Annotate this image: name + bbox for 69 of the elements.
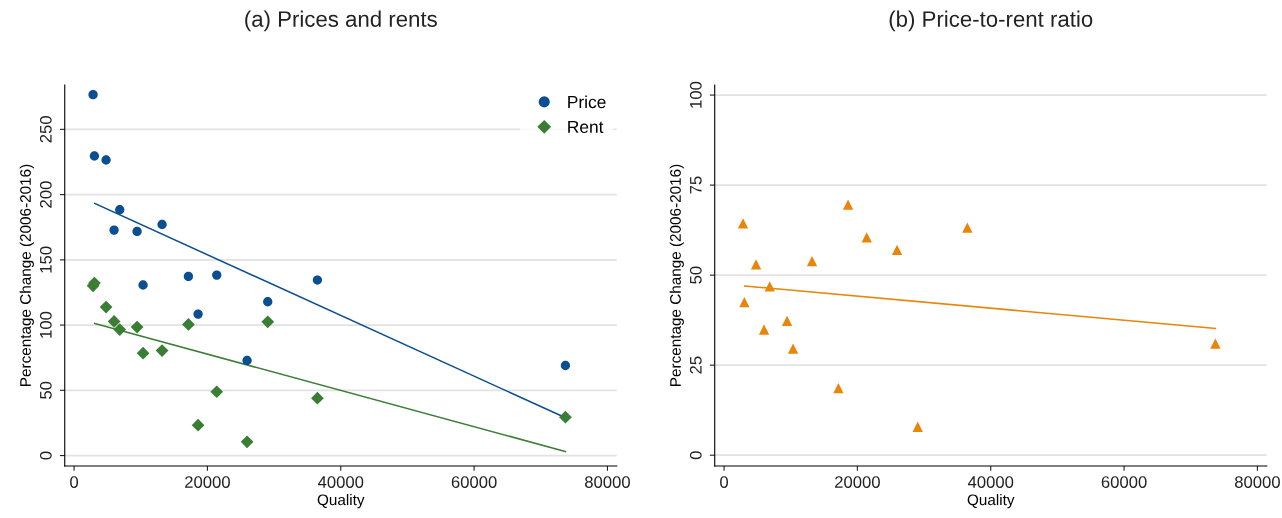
x-tick-label: 40000 <box>317 476 364 488</box>
point <box>312 275 323 285</box>
point <box>182 318 195 331</box>
point <box>787 343 799 354</box>
point <box>191 418 205 432</box>
point <box>912 421 923 432</box>
point <box>833 383 844 394</box>
y-tick-label: 50 <box>689 266 702 284</box>
point <box>88 90 98 100</box>
point <box>1210 338 1221 349</box>
x-tick-label: 60000 <box>1101 476 1147 488</box>
y-axis-title: Percentage Change (2006-2016) <box>669 164 684 386</box>
point <box>210 385 224 399</box>
y-tick-label: 0 <box>39 451 52 460</box>
point <box>806 255 818 267</box>
point <box>781 315 793 327</box>
y-tick-label: 75 <box>690 176 702 194</box>
point <box>130 320 144 334</box>
x-axis-title: Quality <box>317 494 365 509</box>
y-tick-label: 25 <box>689 356 702 374</box>
point <box>107 315 121 328</box>
point <box>737 218 749 229</box>
point <box>758 324 770 335</box>
point <box>99 300 113 314</box>
chart-title: (a) Prices and rents <box>245 10 437 32</box>
point <box>560 360 571 371</box>
point <box>193 309 203 319</box>
x-tick-label: 60000 <box>451 476 497 488</box>
point <box>212 270 222 280</box>
chart-title: (b) Price-to-rent ratio <box>889 10 1093 32</box>
point <box>750 259 762 270</box>
point <box>240 435 254 449</box>
point <box>891 244 903 256</box>
point <box>132 226 142 237</box>
point <box>109 225 119 235</box>
point <box>261 315 275 329</box>
y-tick-label: 0 <box>689 451 702 460</box>
x-axis-title: Quality <box>967 494 1015 509</box>
x-tick-label: 80000 <box>1234 476 1280 488</box>
point <box>263 297 273 307</box>
point <box>739 297 750 308</box>
y-tick-label: 150 <box>39 246 52 273</box>
x-tick-label: 80000 <box>584 476 630 488</box>
x-tick-label: 0 <box>70 476 79 488</box>
y-axis-title: Percentage Change (2006-2016) <box>19 164 34 386</box>
y-tick-label: 250 <box>39 116 52 143</box>
y-tick-label: 100 <box>39 311 52 338</box>
point <box>842 199 854 210</box>
y-tick-label: 200 <box>39 181 52 208</box>
point <box>157 219 167 230</box>
legend-label: Rent <box>568 120 604 134</box>
point <box>183 271 194 282</box>
point <box>89 151 100 161</box>
y-tick-label: 50 <box>39 381 52 399</box>
x-tick-label: 20000 <box>835 476 880 488</box>
x-tick-label: 0 <box>720 476 729 488</box>
point <box>311 391 324 405</box>
point <box>115 205 125 215</box>
point <box>242 355 252 366</box>
point <box>138 280 148 290</box>
point <box>559 410 572 424</box>
x-tick-label: 40000 <box>967 476 1014 488</box>
y-tick-label: 100 <box>689 81 702 108</box>
x-tick-label: 20000 <box>185 476 230 488</box>
legend-label: Price <box>568 95 606 109</box>
point <box>113 323 127 336</box>
point <box>101 155 111 165</box>
point <box>962 222 973 233</box>
point <box>136 346 150 360</box>
